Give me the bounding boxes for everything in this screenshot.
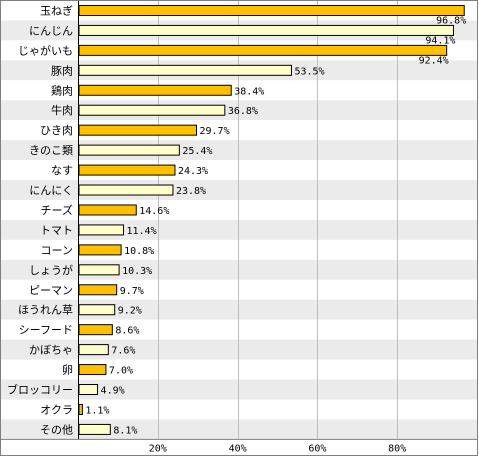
value-label: 10.3% xyxy=(122,266,152,277)
bar xyxy=(78,44,448,56)
category-label: その他 xyxy=(40,423,73,436)
category-label: なす xyxy=(51,164,73,177)
bar xyxy=(78,264,120,276)
x-tick-labels: 20% 40% 60% 80% xyxy=(149,443,406,454)
category-label: 玉ねぎ xyxy=(40,3,73,17)
value-label: 9.7% xyxy=(120,286,144,297)
category-label: オクラ xyxy=(40,403,73,416)
bar xyxy=(78,384,99,396)
bar xyxy=(78,164,176,176)
bar xyxy=(78,423,111,435)
bar xyxy=(78,344,109,356)
value-label: 1.1% xyxy=(85,405,109,416)
x-tick-label: 60% xyxy=(308,443,326,454)
bar xyxy=(78,224,124,236)
category-label: にんじん xyxy=(29,24,73,37)
bar xyxy=(78,104,226,116)
category-label: 豚肉 xyxy=(51,64,73,77)
value-label: 8.6% xyxy=(115,326,139,337)
bar xyxy=(78,4,465,16)
bar xyxy=(78,403,83,415)
value-label: 96.8% xyxy=(436,15,466,26)
category-label: トマト xyxy=(40,224,73,237)
value-label: 14.6% xyxy=(139,206,169,217)
bar xyxy=(78,324,113,336)
value-label: 10.8% xyxy=(124,246,154,257)
category-label: じゃがいも xyxy=(18,43,73,57)
category-label: しょうが xyxy=(29,263,73,277)
bar xyxy=(78,364,107,376)
value-label: 53.5% xyxy=(294,66,324,77)
category-label: チーズ xyxy=(41,203,73,217)
value-label: 25.4% xyxy=(182,146,212,157)
value-label: 36.8% xyxy=(228,106,258,117)
bar xyxy=(78,304,116,316)
x-tick-label: 40% xyxy=(229,443,247,454)
value-label: 7.6% xyxy=(111,346,135,357)
category-label: 牛肉 xyxy=(51,103,73,117)
value-label: 92.4% xyxy=(419,55,449,66)
category-label: きのこ類 xyxy=(29,144,73,157)
x-tick-label: 80% xyxy=(388,443,406,454)
category-label: かぼちゃ xyxy=(29,344,73,357)
value-labels: 96.8% 94.1% 92.4% 53.5% 38.4% 36.8% 29.7% 25.4%… xyxy=(85,15,466,436)
bar xyxy=(78,124,198,136)
bar xyxy=(78,84,232,96)
category-label: シーフード xyxy=(19,324,73,337)
value-label: 8.1% xyxy=(113,425,137,436)
value-label: 94.1% xyxy=(425,35,455,46)
category-label: 鶏肉 xyxy=(51,83,73,97)
value-label: 24.3% xyxy=(178,166,208,177)
value-label: 9.2% xyxy=(118,306,142,317)
bar xyxy=(78,284,118,296)
bar xyxy=(78,144,180,156)
category-label: にんにく xyxy=(29,184,73,197)
value-label: 29.7% xyxy=(200,126,230,137)
category-label: ブロッコリー xyxy=(7,383,73,397)
bar xyxy=(78,64,292,76)
value-label: 11.4% xyxy=(126,226,156,237)
bar xyxy=(78,204,137,216)
value-label: 4.9% xyxy=(101,386,125,397)
bars xyxy=(78,4,465,435)
category-label: コーン xyxy=(41,244,73,257)
bar xyxy=(78,244,122,256)
category-label: ほうれん草 xyxy=(18,304,73,317)
bar xyxy=(78,184,174,196)
value-label: 7.0% xyxy=(109,366,133,377)
bar xyxy=(78,24,454,36)
value-label: 23.8% xyxy=(176,186,206,197)
category-label: ピーマン xyxy=(29,284,73,297)
category-label: ひき肉 xyxy=(40,124,73,137)
value-label: 38.4% xyxy=(234,86,264,97)
x-tick-label: 20% xyxy=(149,443,167,454)
category-labels: 玉ねぎにんじんじゃがいも豚肉鶏肉牛肉ひき肉きのこ類なすにんにくチーズトマトコーン… xyxy=(7,3,73,436)
category-label: 卵 xyxy=(62,364,73,377)
